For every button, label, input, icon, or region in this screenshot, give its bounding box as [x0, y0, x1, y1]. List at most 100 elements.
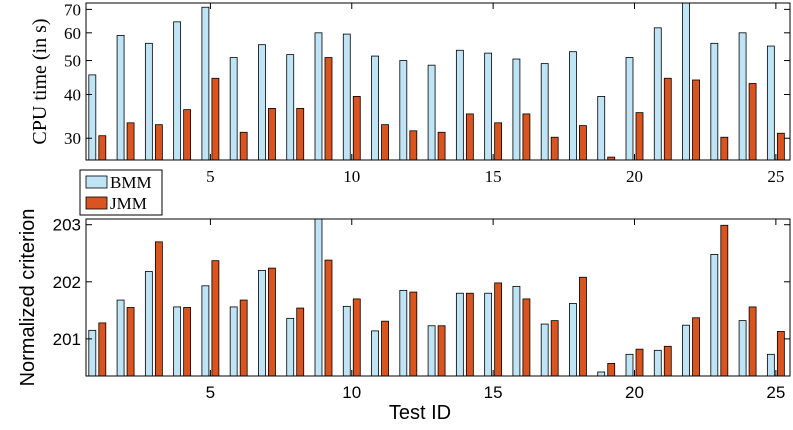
x-axis-label: Test ID: [389, 402, 451, 424]
bar-bmm-16: [512, 285, 521, 376]
bars-group: [88, 3, 785, 160]
bar-bmm-13: [427, 325, 436, 376]
bar-jmm-1: [98, 322, 107, 376]
y-axis-label: Normalized criterion: [17, 209, 39, 387]
bar-jmm-4: [183, 109, 192, 160]
y-tick-label: 202: [53, 273, 81, 292]
bar-jmm-22: [692, 79, 700, 160]
x-tick-label: 25: [766, 383, 785, 402]
bar-bmm-18: [569, 51, 577, 160]
bar-jmm-8: [296, 307, 305, 376]
bar-jmm-21: [663, 77, 672, 160]
x-tick-label: 20: [625, 383, 644, 402]
y-tick-label: 203: [53, 216, 81, 235]
bar-jmm-19: [607, 156, 616, 160]
y-tick-label: 60: [64, 24, 81, 43]
legend-swatch-bmm: [85, 175, 108, 189]
bar-jmm-5: [211, 260, 220, 376]
bar-jmm-17: [550, 320, 559, 376]
bar-bmm-23: [710, 253, 719, 376]
bar-jmm-15: [494, 122, 503, 160]
bar-jmm-14: [465, 113, 474, 160]
legend: BMM JMM: [79, 169, 163, 216]
bar-bmm-21: [653, 27, 662, 160]
bar-bmm-1: [88, 329, 97, 376]
bar-bmm-15: [484, 292, 493, 376]
bar-jmm-4: [183, 307, 192, 376]
bar-jmm-22: [692, 317, 700, 376]
x-tick-label: 20: [626, 167, 643, 186]
bar-jmm-17: [550, 136, 559, 160]
bar-jmm-2: [126, 307, 135, 376]
bar-jmm-10: [352, 96, 361, 160]
plot-frame: [85, 2, 791, 161]
bar-bmm-6: [229, 57, 238, 160]
bar-bmm-9: [314, 219, 323, 376]
bar-jmm-2: [126, 122, 135, 160]
y-tick-label: 30: [64, 129, 81, 148]
bar-bmm-10: [342, 305, 351, 376]
bar-bmm-18: [569, 303, 577, 376]
bar-jmm-24: [748, 83, 757, 160]
plot-frame: [85, 218, 791, 377]
x-tick-label: 10: [343, 167, 360, 186]
bar-bmm-25: [766, 353, 775, 376]
bar-bmm-22: [682, 324, 690, 376]
bar-bmm-7: [258, 44, 266, 160]
legend-swatch-jmm: [85, 196, 108, 210]
bar-bmm-13: [427, 64, 436, 160]
bar-bmm-8: [286, 317, 295, 376]
bar-bmm-24: [738, 32, 747, 160]
bar-jmm-24: [748, 306, 757, 376]
x-tick-label: 15: [485, 167, 502, 186]
bar-bmm-25: [766, 45, 775, 160]
bar-bmm-3: [144, 271, 153, 376]
bar-jmm-10: [352, 298, 361, 376]
y-axis-label: CPU time (in s): [29, 18, 51, 144]
bar-bmm-20: [625, 57, 634, 160]
bar-jmm-6: [239, 131, 248, 160]
bar-jmm-1: [98, 135, 107, 160]
bar-bmm-22: [682, 3, 690, 160]
x-tick-label: 10: [342, 383, 361, 402]
bar-bmm-17: [540, 63, 549, 160]
bar-bmm-14: [455, 49, 464, 160]
x-tick-label: 5: [206, 383, 215, 402]
bar-bmm-17: [540, 323, 549, 376]
bar-jmm-3: [154, 124, 163, 160]
bar-bmm-14: [455, 292, 464, 376]
bar-bmm-12: [399, 60, 408, 160]
bar-jmm-14: [465, 292, 474, 376]
bar-jmm-9: [324, 57, 333, 160]
bar-jmm-21: [663, 345, 672, 376]
bar-bmm-10: [342, 33, 351, 160]
bar-jmm-15: [494, 282, 503, 376]
bar-jmm-12: [409, 291, 418, 376]
bar-jmm-19: [607, 363, 616, 376]
bar-bmm-4: [173, 306, 182, 376]
bar-bmm-12: [399, 289, 408, 376]
y-tick-label: 70: [64, 0, 81, 19]
bar-jmm-11: [381, 124, 389, 160]
bar-jmm-20: [635, 348, 644, 376]
bars-group: [88, 219, 785, 376]
criterion-panel: 201 202 203 5 10 15 20 25 Normalized criterion Te…: [17, 209, 791, 424]
bar-bmm-24: [738, 320, 747, 376]
bar-bmm-8: [286, 54, 295, 160]
bar-jmm-25: [776, 132, 785, 160]
bar-jmm-16: [522, 113, 531, 160]
legend-label-bmm: BMM: [110, 173, 152, 192]
bar-jmm-18: [579, 276, 587, 376]
bar-jmm-13: [437, 325, 446, 376]
bar-bmm-4: [173, 21, 182, 160]
bar-bmm-19: [597, 371, 606, 376]
x-tick-label: 5: [206, 167, 215, 186]
bar-jmm-18: [579, 125, 587, 160]
y-tick-label: 201: [53, 330, 81, 349]
bar-bmm-19: [597, 96, 606, 160]
bar-jmm-3: [154, 241, 163, 376]
bar-jmm-5: [211, 77, 220, 160]
cpu-time-panel: 30 40 50 60 70 5 10 15 20 25 CPU time (in s): [29, 0, 791, 186]
bar-jmm-13: [437, 131, 446, 160]
